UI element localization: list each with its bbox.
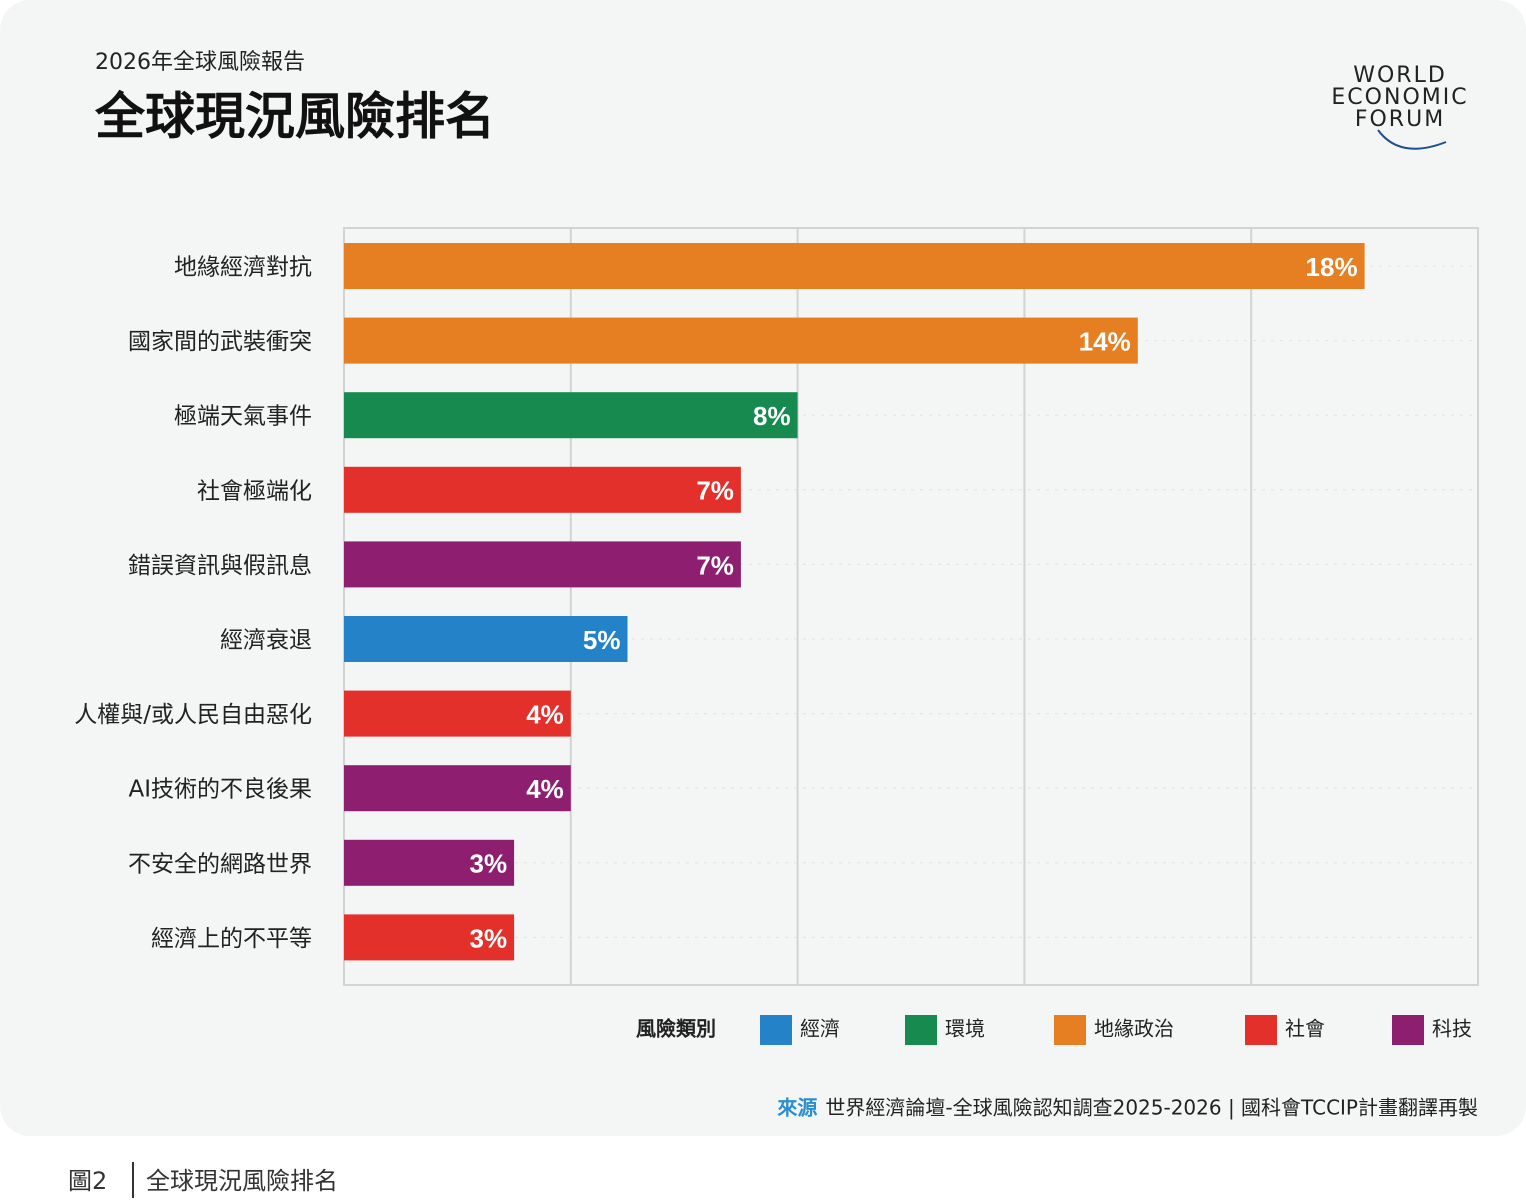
y-tick-label: 人權與/或人民自由惡化 (74, 702, 312, 728)
y-tick-label: 地緣經濟對抗 (174, 255, 312, 281)
y-tick-label: AI技術的不良後果 (128, 777, 312, 803)
value-label: 8% (753, 401, 791, 431)
bar (344, 690, 571, 737)
value-label: 3% (470, 923, 508, 953)
bar (344, 616, 628, 662)
y-tick-label: 不安全的網路世界 (128, 851, 312, 877)
legend-swatch (1054, 1015, 1086, 1045)
y-tick-label: 經濟上的不平等 (151, 926, 312, 952)
legend-label: 地緣政治 (1094, 1017, 1174, 1041)
bar (344, 765, 571, 812)
value-label: 4% (526, 774, 564, 804)
y-tick-label: 錯誤資訊與假訊息 (128, 553, 312, 579)
y-tick-label: 經濟衰退 (220, 628, 312, 654)
bar (344, 317, 1138, 364)
caption-number: 圖2 (68, 1167, 107, 1195)
legend-label: 環境 (945, 1017, 985, 1041)
bar (344, 243, 1365, 289)
legend-swatch (1245, 1015, 1277, 1045)
logo-line: ECONOMIC (1331, 85, 1468, 110)
value-label: 5% (583, 625, 621, 655)
legend-label: 經濟 (800, 1017, 840, 1041)
source-label: 來源 (777, 1096, 817, 1120)
value-label: 7% (696, 476, 734, 506)
logo-line: FORUM (1355, 107, 1445, 132)
legend-label: 科技 (1432, 1017, 1472, 1041)
logo-line: WORLD (1353, 63, 1447, 88)
bar (344, 839, 515, 886)
value-label: 3% (470, 849, 508, 879)
chart-subtitle: 2026年全球風險報告 (95, 50, 305, 75)
chart-title: 全球現況風險排名 (94, 88, 495, 146)
legend-swatch (1392, 1015, 1424, 1045)
legend-swatch (760, 1015, 792, 1045)
logo-arc (1377, 129, 1447, 150)
caption: 全球現況風險排名 (146, 1167, 338, 1195)
bar (344, 914, 515, 961)
legend-swatch (905, 1015, 937, 1045)
plot-frame (343, 227, 1479, 986)
y-tick-label: 國家間的武裝衝突 (128, 329, 312, 355)
value-label: 4% (526, 699, 564, 729)
bar (344, 466, 741, 513)
legend-title: 風險類別 (636, 1017, 716, 1041)
legend-label: 社會 (1285, 1017, 1325, 1041)
value-label: 18% (1306, 252, 1358, 282)
bar (344, 392, 798, 439)
source: 世界經濟論壇-全球風險認知調查2025-2026 | 國科會TCCIP計畫翻譯再… (825, 1096, 1478, 1120)
value-label: 14% (1079, 326, 1131, 356)
value-label: 7% (696, 550, 734, 580)
bar (344, 541, 741, 588)
y-tick-label: 極端天氣事件 (174, 404, 312, 430)
y-tick-label: 社會極端化 (197, 478, 312, 504)
